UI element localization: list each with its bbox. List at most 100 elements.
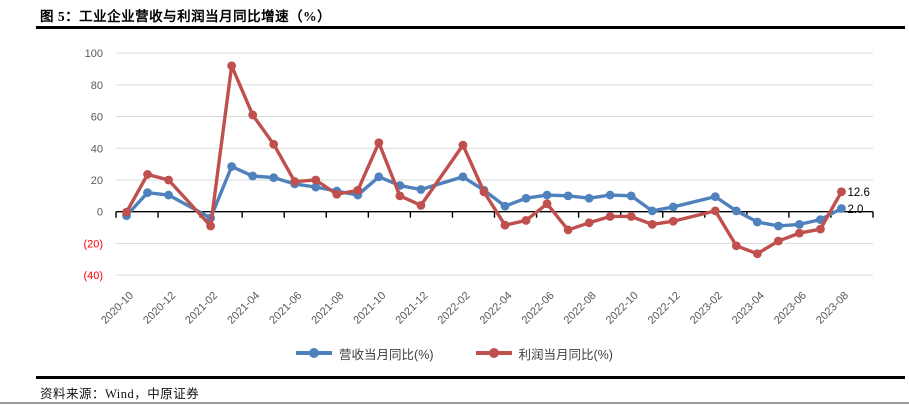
- data-point: [563, 225, 573, 235]
- svg-text:2022-06: 2022-06: [520, 290, 557, 327]
- data-point: [752, 249, 762, 259]
- data-point: [731, 241, 741, 251]
- data-point: [479, 187, 489, 197]
- svg-text:2023-04: 2023-04: [730, 290, 767, 327]
- svg-text:2022-02: 2022-02: [436, 290, 473, 327]
- svg-text:2021-04: 2021-04: [225, 290, 262, 327]
- data-point: [248, 110, 258, 120]
- data-point: [795, 219, 804, 229]
- y-axis-labels: 100 80 60 40 20 0 (20) (40): [83, 48, 103, 282]
- data-point: [227, 61, 237, 71]
- data-point: [311, 182, 321, 192]
- data-point: [500, 220, 510, 230]
- data-point: [542, 199, 552, 209]
- svg-text:2023-06: 2023-06: [772, 290, 809, 327]
- svg-text:2022-04: 2022-04: [478, 290, 515, 327]
- svg-text:12.6: 12.6: [847, 187, 869, 199]
- data-point: [752, 217, 762, 227]
- profit-line-marker-icon: [475, 348, 512, 359]
- chart-legend: 营收当月同比(%) 利润当月同比(%): [0, 343, 909, 363]
- data-point: [374, 172, 384, 182]
- data-point: [816, 224, 825, 234]
- x-axis: [115, 210, 874, 218]
- data-point: [668, 202, 678, 212]
- data-point: [584, 218, 594, 228]
- legend-label-profit: 利润当月同比(%): [518, 347, 613, 362]
- svg-text:(20): (20): [83, 238, 103, 250]
- data-point: [269, 139, 279, 149]
- data-point: [710, 206, 720, 216]
- data-point: [122, 207, 131, 217]
- series-revenue: [122, 162, 846, 231]
- data-point: [626, 191, 636, 201]
- svg-text:2.0: 2.0: [847, 204, 863, 216]
- chart-title: 图 5：工业企业营收与利润当月同比增速（%）: [40, 9, 332, 24]
- data-point: [164, 190, 173, 200]
- svg-text:2023-02: 2023-02: [688, 290, 725, 327]
- svg-text:2021-10: 2021-10: [351, 290, 388, 327]
- svg-text:(40): (40): [83, 270, 103, 282]
- data-point: [521, 193, 531, 203]
- data-point: [143, 188, 152, 198]
- svg-text:2020-10: 2020-10: [99, 290, 136, 327]
- data-point: [311, 175, 321, 185]
- data-point: [164, 175, 173, 185]
- svg-text:2022-12: 2022-12: [646, 290, 683, 327]
- data-point: [668, 216, 678, 226]
- data-point: [837, 187, 846, 197]
- svg-text:40: 40: [91, 143, 103, 155]
- svg-text:2021-08: 2021-08: [309, 290, 346, 327]
- svg-text:2020-12: 2020-12: [141, 290, 178, 327]
- data-point: [626, 212, 636, 221]
- svg-text:100: 100: [85, 48, 103, 60]
- data-point: [795, 228, 804, 238]
- data-point: [542, 190, 552, 200]
- data-point: [143, 170, 152, 179]
- data-point: [206, 221, 216, 231]
- svg-text:60: 60: [91, 112, 103, 124]
- data-point: [521, 216, 531, 225]
- legend-item-revenue: 营收当月同比(%): [296, 344, 434, 363]
- point-value-labels: 12.6 2.0: [847, 187, 869, 216]
- data-point: [416, 200, 426, 210]
- revenue-line-marker-icon: [296, 348, 333, 359]
- svg-text:2022-08: 2022-08: [562, 290, 599, 327]
- data-point: [773, 236, 783, 246]
- data-point: [332, 189, 342, 199]
- data-point: [416, 185, 426, 194]
- data-point: [500, 201, 510, 211]
- svg-text:2023-08: 2023-08: [814, 290, 851, 327]
- svg-text:2021-06: 2021-06: [267, 290, 304, 327]
- svg-text:0: 0: [97, 207, 103, 219]
- data-point: [605, 190, 615, 200]
- data-point: [563, 191, 573, 201]
- y-gridlines: [116, 52, 873, 276]
- data-point: [647, 219, 657, 229]
- data-point: [731, 206, 741, 216]
- data-point: [248, 171, 258, 181]
- data-point: [290, 177, 300, 186]
- data-point: [374, 138, 384, 148]
- data-point: [647, 206, 657, 216]
- source-divider: [36, 376, 905, 379]
- data-point: [269, 173, 279, 183]
- title-divider: [36, 26, 905, 29]
- data-point: [227, 162, 237, 171]
- data-point: [710, 192, 720, 202]
- data-point: [353, 185, 363, 195]
- svg-text:2021-02: 2021-02: [183, 290, 220, 327]
- data-point: [458, 140, 468, 150]
- data-point: [837, 204, 846, 213]
- bottom-border: [0, 402, 909, 404]
- data-point: [605, 212, 615, 221]
- svg-text:20: 20: [91, 175, 103, 187]
- data-point: [584, 193, 594, 203]
- source-note: 资料来源：Wind，中原证券: [40, 387, 200, 401]
- series-profit: [122, 61, 846, 259]
- data-point: [773, 221, 783, 231]
- svg-text:2022-10: 2022-10: [604, 290, 641, 327]
- x-axis-labels: 2020-10 2020-12 2021-02 2021-04 2021-06 2021-…: [99, 290, 851, 327]
- legend-label-revenue: 营收当月同比(%): [339, 347, 434, 362]
